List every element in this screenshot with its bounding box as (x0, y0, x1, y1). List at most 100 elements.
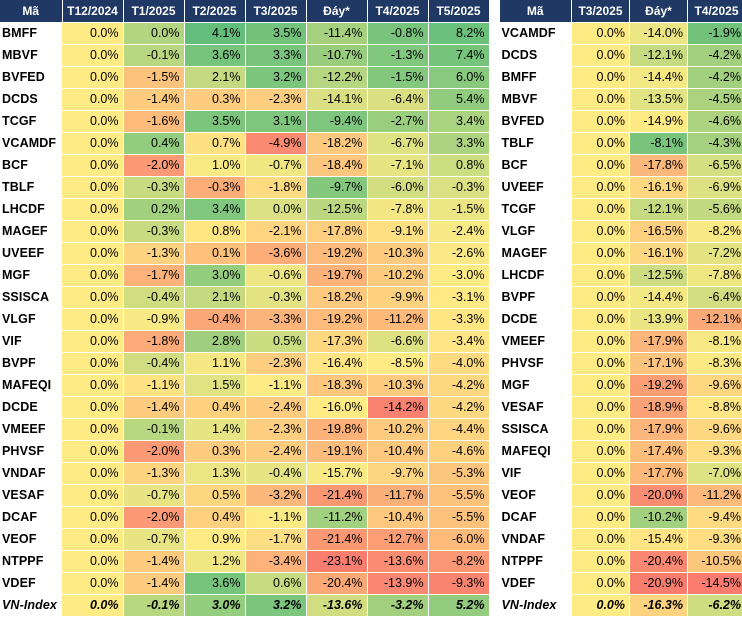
performance-cell[interactable]: 0.0% (572, 177, 630, 199)
performance-cell[interactable]: -14.0% (630, 23, 688, 45)
performance-cell[interactable]: -21.4% (306, 529, 367, 551)
performance-cell[interactable]: -0.4% (123, 353, 184, 375)
performance-cell[interactable]: -9.6% (688, 419, 742, 441)
performance-cell[interactable]: -9.6% (688, 375, 742, 397)
performance-cell[interactable]: 0.2% (123, 199, 184, 221)
fund-code-cell[interactable]: VLGF (0, 309, 62, 331)
performance-cell[interactable]: -8.1% (688, 331, 742, 353)
fund-code-cell[interactable]: PHVSF (0, 441, 62, 463)
fund-code-cell[interactable]: MBVF (500, 89, 572, 111)
performance-cell[interactable]: 0.0% (62, 595, 123, 617)
column-header-t2-2025[interactable]: T2/2025 (184, 0, 245, 23)
performance-cell[interactable]: 6.0% (428, 67, 489, 89)
performance-cell[interactable]: -19.2% (306, 243, 367, 265)
performance-cell[interactable]: -13.9% (630, 309, 688, 331)
performance-cell[interactable]: -16.0% (306, 397, 367, 419)
performance-cell[interactable]: -5.6% (688, 199, 742, 221)
performance-cell[interactable]: -5.5% (428, 485, 489, 507)
fund-code-cell[interactable]: UVEEF (500, 177, 572, 199)
performance-cell[interactable]: -20.4% (306, 573, 367, 595)
performance-cell[interactable]: -1.4% (123, 397, 184, 419)
performance-cell[interactable]: -4.2% (428, 397, 489, 419)
performance-cell[interactable]: -17.1% (630, 353, 688, 375)
performance-cell[interactable]: -0.3% (245, 287, 306, 309)
performance-cell[interactable]: 0.3% (184, 441, 245, 463)
performance-cell[interactable]: -1.1% (123, 375, 184, 397)
performance-cell[interactable]: -20.0% (630, 485, 688, 507)
performance-cell[interactable]: 1.0% (184, 155, 245, 177)
performance-cell[interactable]: -1.5% (123, 67, 184, 89)
performance-cell[interactable]: -11.7% (367, 485, 428, 507)
performance-cell[interactable]: 0.4% (184, 397, 245, 419)
performance-cell[interactable]: -0.1% (123, 595, 184, 617)
performance-cell[interactable]: -9.3% (688, 441, 742, 463)
performance-cell[interactable]: -9.3% (428, 573, 489, 595)
fund-code-cell[interactable]: VN-Index (500, 595, 572, 617)
performance-cell[interactable]: -19.7% (306, 265, 367, 287)
performance-cell[interactable]: -9.9% (367, 287, 428, 309)
performance-cell[interactable]: -3.4% (428, 331, 489, 353)
performance-cell[interactable]: -3.0% (428, 265, 489, 287)
performance-cell[interactable]: -10.2% (367, 265, 428, 287)
performance-cell[interactable]: -4.4% (428, 419, 489, 441)
fund-code-cell[interactable]: DCAF (500, 507, 572, 529)
performance-cell[interactable]: -14.4% (630, 287, 688, 309)
performance-cell[interactable]: -11.2% (688, 485, 742, 507)
performance-cell[interactable]: -0.7% (123, 485, 184, 507)
performance-cell[interactable]: -16.1% (630, 243, 688, 265)
fund-code-cell[interactable]: UVEEF (0, 243, 62, 265)
fund-code-cell[interactable]: BCF (0, 155, 62, 177)
performance-cell[interactable]: -2.3% (245, 419, 306, 441)
performance-cell[interactable]: -3.6% (245, 243, 306, 265)
performance-cell[interactable]: 0.0% (572, 23, 630, 45)
performance-cell[interactable]: -2.6% (428, 243, 489, 265)
performance-cell[interactable]: 0.0% (62, 67, 123, 89)
fund-code-cell[interactable]: LHCDF (500, 265, 572, 287)
fund-code-cell[interactable]: VNDAF (500, 529, 572, 551)
performance-cell[interactable]: 0.0% (62, 155, 123, 177)
performance-cell[interactable]: -1.7% (123, 265, 184, 287)
fund-code-cell[interactable]: MAFEQI (500, 441, 572, 463)
fund-code-cell[interactable]: MBVF (0, 45, 62, 67)
performance-cell[interactable]: -7.8% (367, 199, 428, 221)
performance-cell[interactable]: -13.9% (367, 573, 428, 595)
performance-cell[interactable]: -2.0% (123, 507, 184, 529)
performance-cell[interactable]: 1.5% (184, 375, 245, 397)
performance-cell[interactable]: 5.2% (428, 595, 489, 617)
performance-cell[interactable]: -11.2% (306, 507, 367, 529)
performance-cell[interactable]: 0.0% (572, 199, 630, 221)
performance-cell[interactable]: 0.0% (62, 309, 123, 331)
performance-cell[interactable]: -8.5% (367, 353, 428, 375)
performance-cell[interactable]: 0.0% (572, 419, 630, 441)
performance-cell[interactable]: -1.9% (688, 23, 742, 45)
performance-cell[interactable]: 0.0% (62, 375, 123, 397)
performance-cell[interactable]: -6.0% (367, 177, 428, 199)
fund-code-cell[interactable]: BCF (500, 155, 572, 177)
performance-cell[interactable]: -9.4% (306, 111, 367, 133)
performance-cell[interactable]: -1.3% (123, 243, 184, 265)
performance-cell[interactable]: -16.5% (630, 221, 688, 243)
performance-cell[interactable]: 3.6% (184, 573, 245, 595)
performance-cell[interactable]: -6.2% (688, 595, 742, 617)
performance-cell[interactable]: -0.9% (123, 309, 184, 331)
performance-cell[interactable]: 0.0% (62, 507, 123, 529)
performance-cell[interactable]: -4.2% (688, 67, 742, 89)
fund-code-cell[interactable]: VDEF (0, 573, 62, 595)
performance-cell[interactable]: 0.0% (572, 265, 630, 287)
fund-code-cell[interactable]: PHVSF (500, 353, 572, 375)
performance-cell[interactable]: 3.2% (245, 595, 306, 617)
performance-cell[interactable]: 3.1% (245, 111, 306, 133)
performance-cell[interactable]: 0.0% (62, 45, 123, 67)
performance-cell[interactable]: 0.0% (245, 199, 306, 221)
performance-cell[interactable]: 0.0% (62, 485, 123, 507)
performance-cell[interactable]: 2.8% (184, 331, 245, 353)
performance-cell[interactable]: -17.9% (630, 331, 688, 353)
performance-cell[interactable]: -12.5% (630, 265, 688, 287)
performance-cell[interactable]: -0.7% (245, 155, 306, 177)
performance-cell[interactable]: -11.4% (306, 23, 367, 45)
performance-cell[interactable]: -17.8% (630, 155, 688, 177)
performance-cell[interactable]: -10.2% (367, 419, 428, 441)
performance-cell[interactable]: -18.2% (306, 133, 367, 155)
fund-code-cell[interactable]: TBLF (500, 133, 572, 155)
fund-code-cell[interactable]: VCAMDF (500, 23, 572, 45)
